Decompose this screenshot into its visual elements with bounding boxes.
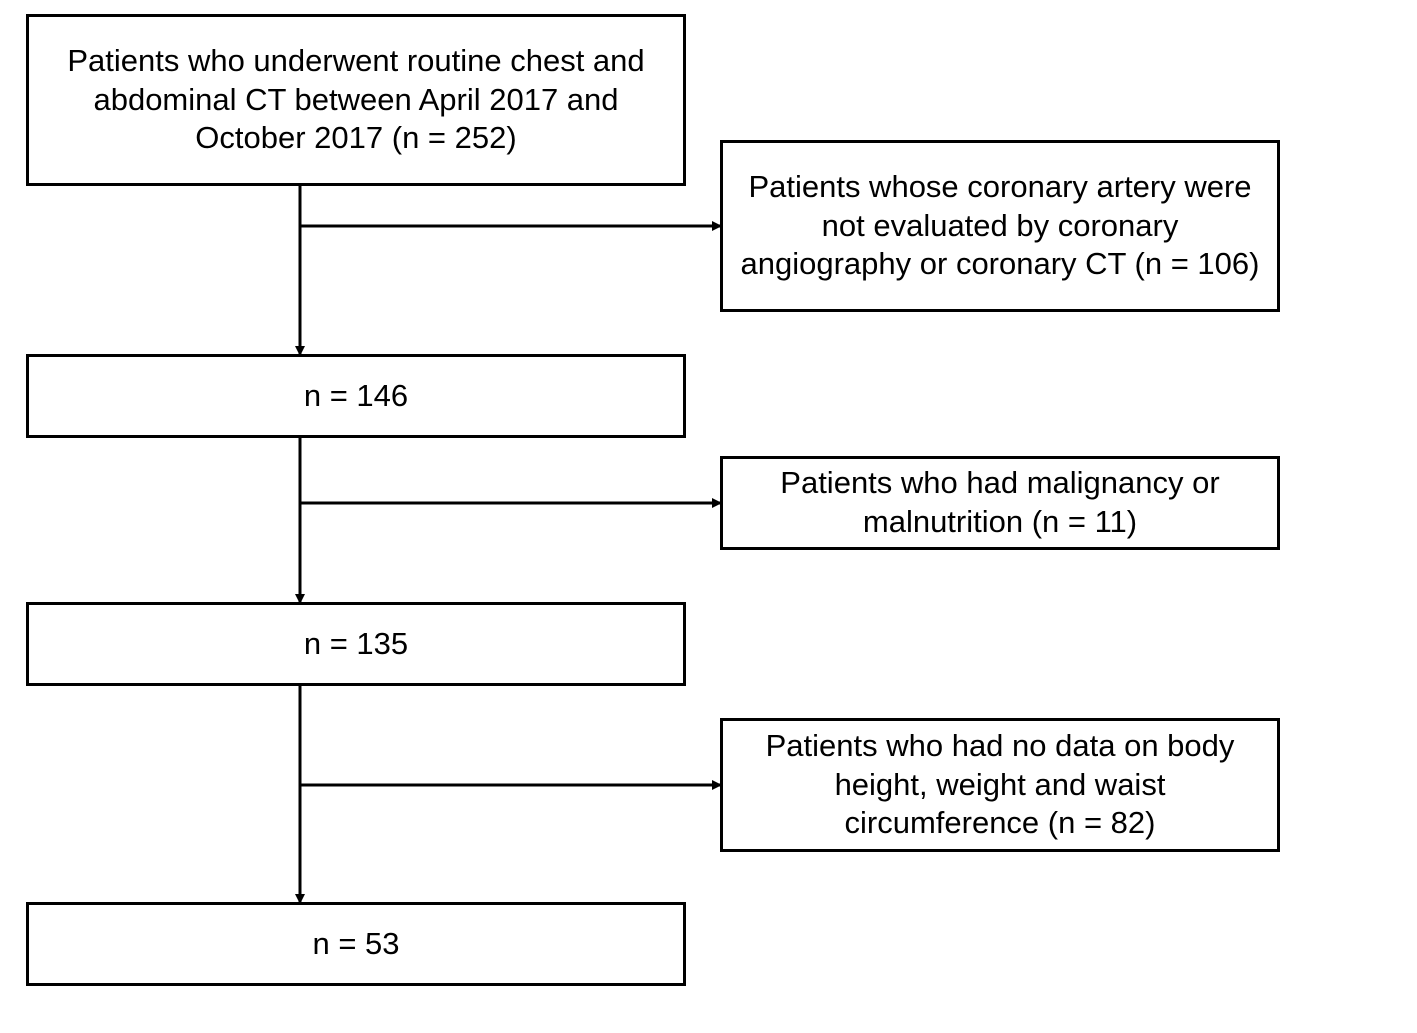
flow-node-excl1: Patients whose coronary artery were not … [720,140,1280,312]
flow-node-label: Patients who had malignancy or malnutrit… [733,464,1267,542]
flow-node-label: Patients whose coronary artery were not … [733,168,1267,284]
flowchart-canvas: Patients who underwent routine chest and… [0,0,1417,1033]
flow-node-excl2: Patients who had malignancy or malnutrit… [720,456,1280,550]
flow-node-label: n = 53 [312,925,399,964]
flow-node-label: Patients who underwent routine chest and… [39,42,673,158]
flow-node-label: n = 146 [304,377,408,416]
flow-node-n146: n = 146 [26,354,686,438]
flow-node-label: n = 135 [304,625,408,664]
flow-node-start: Patients who underwent routine chest and… [26,14,686,186]
flow-node-label: Patients who had no data on body height,… [733,727,1267,843]
flow-node-excl3: Patients who had no data on body height,… [720,718,1280,852]
flow-node-n135: n = 135 [26,602,686,686]
flow-node-n53: n = 53 [26,902,686,986]
